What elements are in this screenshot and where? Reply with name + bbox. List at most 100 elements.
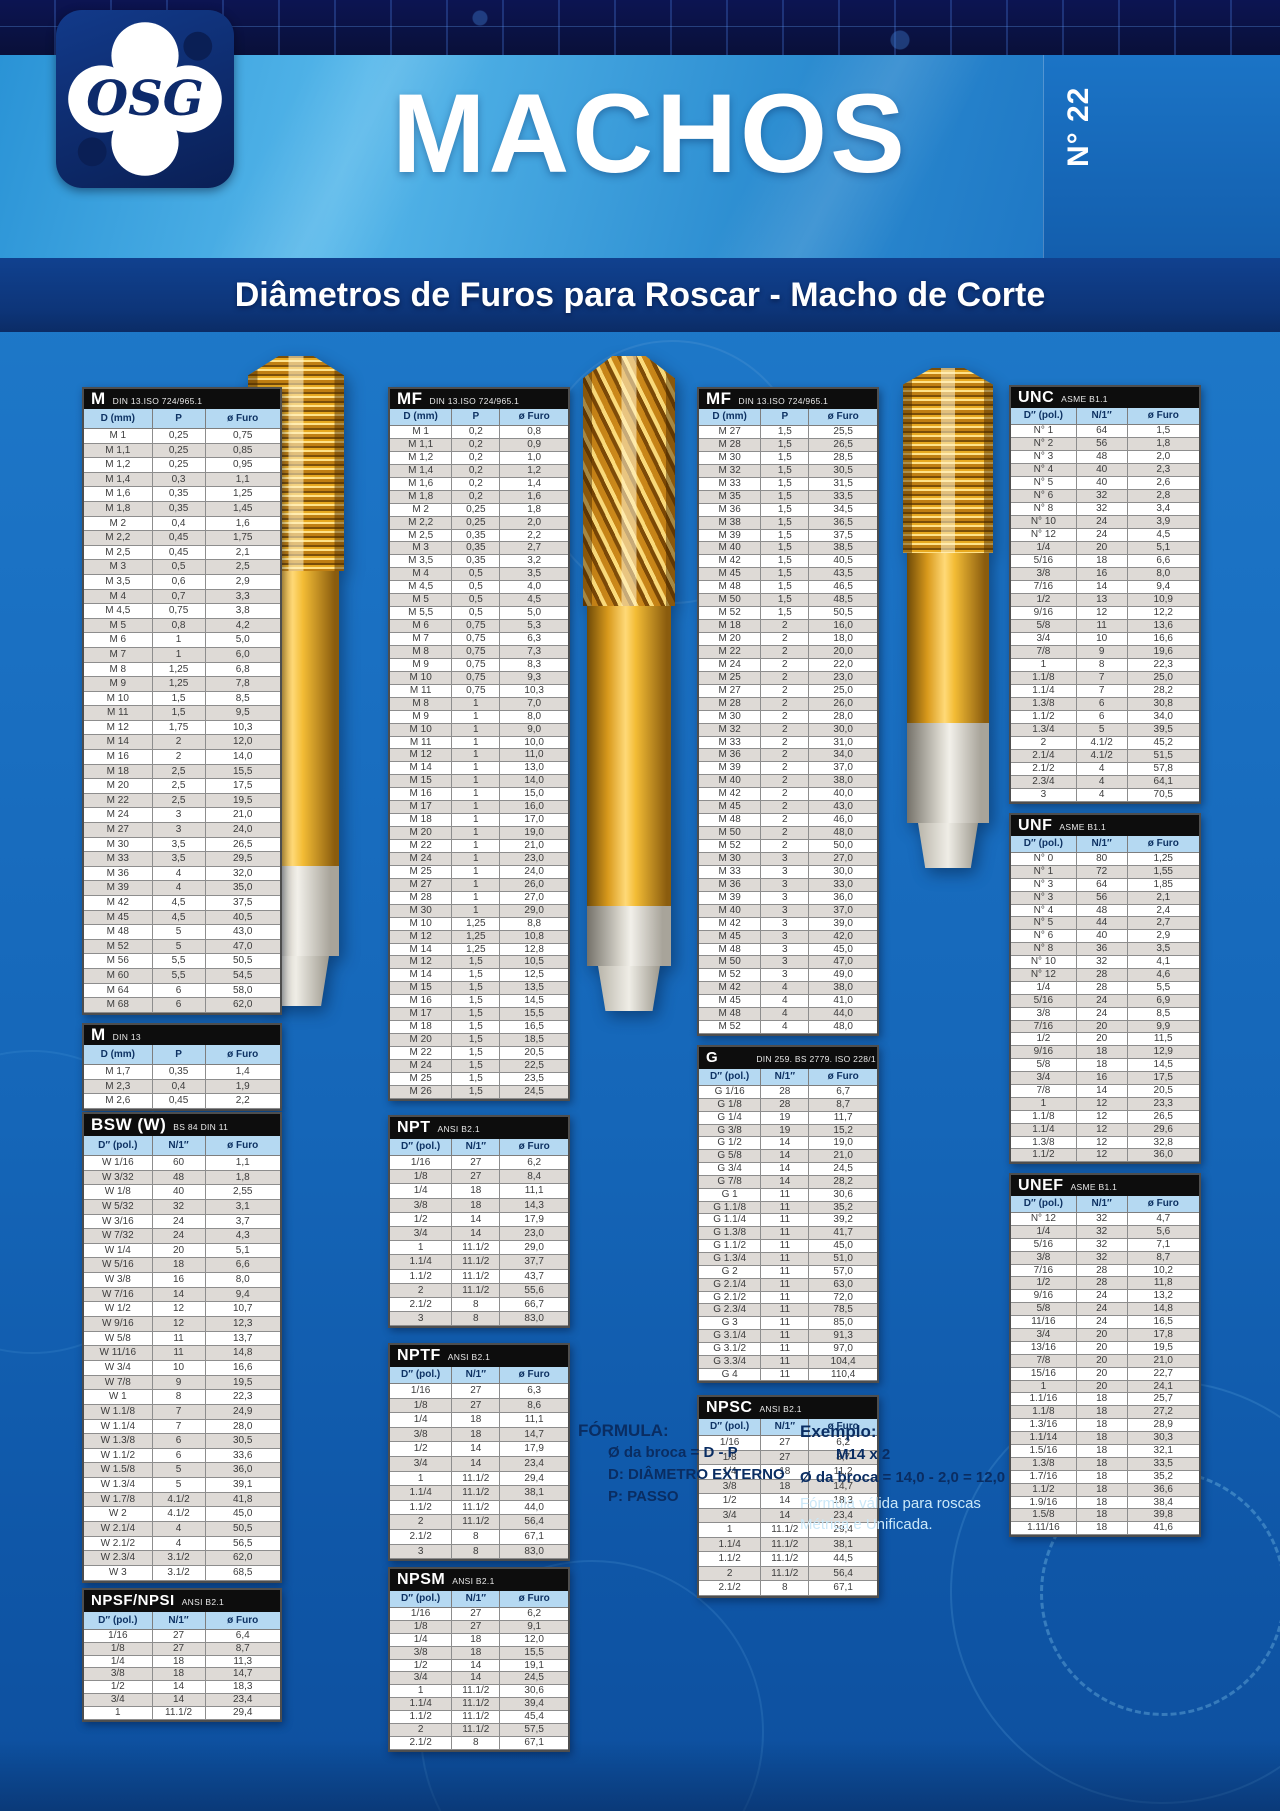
table-cell: 3,1: [205, 1200, 280, 1215]
table-row: 3 4 70,5: [1011, 789, 1199, 802]
table-cell: M 1,8: [84, 501, 153, 517]
table-cell: 6,8: [205, 663, 280, 678]
table-row: M 22 1,5 20,5: [390, 1047, 568, 1060]
table-cell: 1/8: [699, 1450, 762, 1465]
table-cell: 8,0: [500, 711, 568, 724]
table-cell: W 3: [84, 1565, 153, 1581]
formula-note: Fórmula válida para roscas Métrica e Uni…: [800, 1493, 981, 1535]
table-row: 7/8 9 19,6: [1011, 646, 1199, 659]
table-cell: 2: [761, 645, 810, 659]
table-row: M 16 1 15,0: [390, 788, 568, 802]
table-cell: 11.1/2: [152, 1706, 206, 1720]
tap-spiral-thread: [583, 356, 675, 606]
table-cell: 7,1: [1127, 1239, 1199, 1252]
table-cell: M 2: [390, 503, 453, 517]
table-row: M 20 2,5 17,5: [84, 779, 280, 794]
table-cell: 5: [152, 1463, 206, 1479]
table-cell: G 3/4: [699, 1163, 762, 1176]
table-cell: W 1/16: [84, 1156, 153, 1171]
table-cell: 0,4: [152, 1079, 206, 1095]
table-cell: 23,4: [205, 1694, 280, 1707]
column-header: ø Furo: [500, 1139, 568, 1156]
table-cell: M 20: [699, 633, 762, 646]
table-cell: 18: [452, 1646, 501, 1660]
table-cell: M 42: [699, 917, 762, 931]
table-cell: 62,0: [205, 1551, 280, 1566]
table-cell: 6: [152, 983, 206, 999]
table-cell: M 40: [699, 542, 762, 556]
table-cell: W 3/32: [84, 1170, 153, 1186]
formula-heading: FÓRMULA:: [578, 1421, 669, 1440]
column-header: P: [152, 409, 206, 429]
table-row: G 3/8 19 15,2: [699, 1124, 877, 1138]
table-cell: M 1,6: [84, 487, 153, 502]
formula-line: Ø da broca = D - P: [608, 1444, 738, 1461]
table-cell: M 52: [84, 939, 153, 955]
table-cell: 1,25: [1127, 853, 1199, 866]
table-cell: 0,35: [152, 1065, 206, 1080]
table-cell: M 1,6: [390, 477, 453, 491]
table-cell: 0,75: [452, 658, 501, 672]
subtitle-text: Diâmetros de Furos para Roscar - Macho d…: [234, 275, 1046, 314]
table-row: 3/8 18 14,3: [390, 1198, 568, 1213]
table-row: M 52 4 48,0: [699, 1021, 877, 1035]
table-cell: 0,2: [452, 438, 501, 452]
table-cell: 34,0: [1127, 711, 1199, 724]
table-cell: M 7: [390, 633, 453, 646]
table-cell: 15,5: [205, 765, 280, 780]
table-cell: 30,6: [809, 1189, 877, 1202]
table-cell: 1: [452, 891, 501, 905]
table-cell: 7/16: [1011, 1020, 1077, 1034]
table-row: M 12 1,75 10,3: [84, 720, 280, 736]
table-cell: 28: [761, 1098, 810, 1112]
table-cell: 12: [152, 1302, 206, 1318]
table-row: M 52 1,5 50,5: [699, 607, 877, 621]
table-cell: 38,5: [809, 542, 877, 556]
table-row: M 33 1,5 31,5: [699, 477, 877, 491]
table-cell: 8,3: [500, 659, 568, 672]
table-cell: 6,2: [500, 1156, 568, 1171]
table-cell: 1,5: [152, 691, 206, 707]
table-row: M 33 3 30,0: [699, 865, 877, 879]
table-cell: 17,8: [1127, 1329, 1199, 1342]
table-cell: 8,5: [1127, 1008, 1199, 1021]
table-row: M 12 1,25 10,8: [390, 930, 568, 944]
table-cell: 8,7: [205, 1643, 280, 1656]
table-cell: 9,4: [205, 1288, 280, 1303]
table-row: 1 8 22,3: [1011, 659, 1199, 672]
table-row: W 3/32 48 1,8: [84, 1170, 280, 1186]
column-header: ø Furo: [1127, 836, 1199, 853]
table-cell: 32: [1076, 1251, 1128, 1265]
table-row: M 2,5 0,45 2,1: [84, 545, 280, 561]
table-cell: 1,0: [500, 452, 568, 465]
table-row: 1.1/14 18 30,3: [1011, 1432, 1199, 1446]
table-row: 1.7/16 18 35,2: [1011, 1470, 1199, 1484]
table-row: M 1,4 0,2 1,2: [390, 464, 568, 478]
table-row: M 39 3 36,0: [699, 891, 877, 905]
table-row: 3/4 14 23,4: [390, 1456, 568, 1472]
table-row: 9/16 12 12,2: [1011, 607, 1199, 620]
table-cell: M 4,5: [390, 581, 453, 595]
table-cell: M 3: [390, 542, 453, 556]
table-row: N° 6 40 2,9: [1011, 930, 1199, 944]
table-cell: 51,0: [809, 1253, 877, 1266]
table-cell: 16: [1076, 568, 1128, 581]
table-cell: 19: [761, 1124, 810, 1138]
table-row: 1.5/8 18 39,8: [1011, 1509, 1199, 1523]
table-cell: M 33: [699, 736, 762, 750]
table-cell: M 16: [390, 995, 453, 1009]
table-cell: 1/4: [390, 1184, 453, 1199]
table-cell: 9/16: [1011, 1290, 1077, 1304]
table-cell: 19,0: [500, 827, 568, 840]
table-title: MF: [397, 389, 423, 408]
table-cell: M 10: [84, 691, 153, 707]
table-row: 1/2 14 17,9: [390, 1442, 568, 1457]
table-cell: M 48: [699, 814, 762, 828]
tap-image-spiral: [583, 356, 675, 1011]
table-cell: 13,6: [1127, 620, 1199, 633]
table-cell: 0,75: [452, 633, 501, 646]
table-cell: M 45: [699, 995, 762, 1009]
table-cell: 2.1/2: [390, 1297, 453, 1313]
table-cell: M 1,1: [84, 443, 153, 459]
table-cell: M 22: [699, 645, 762, 659]
